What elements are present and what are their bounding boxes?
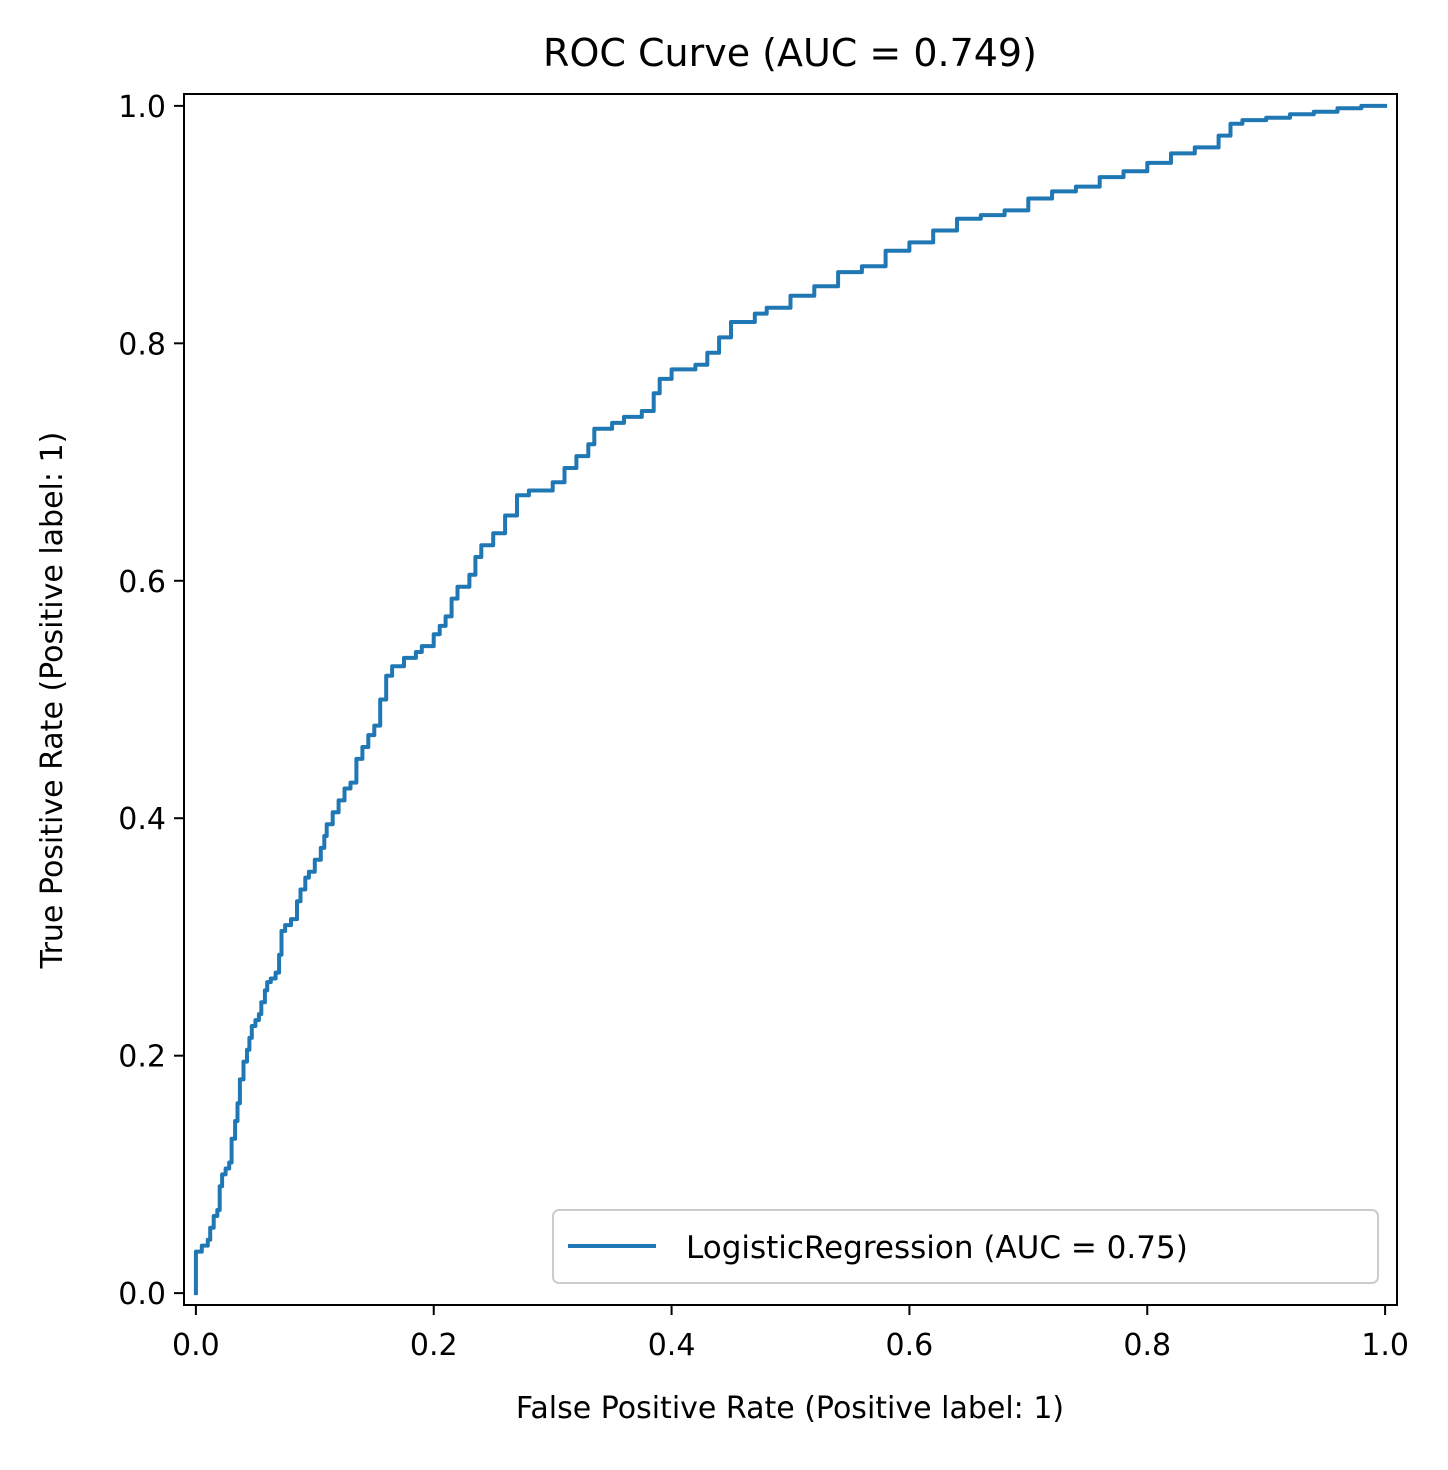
x-tick-label: 0.0 bbox=[172, 1328, 220, 1363]
legend-label: LogisticRegression (AUC = 0.75) bbox=[686, 1230, 1188, 1266]
x-tick-label: 0.6 bbox=[886, 1328, 934, 1363]
y-tick-label: 0.4 bbox=[118, 802, 166, 837]
y-tick-label: 0.8 bbox=[118, 327, 166, 362]
x-tick-label: 0.2 bbox=[410, 1328, 458, 1363]
y-axis-label: True Positive Rate (Positive label: 1) bbox=[35, 432, 70, 970]
y-axis-ticks: 0.0 0.2 0.4 0.6 0.8 1.0 bbox=[118, 90, 184, 1312]
roc-curve-line bbox=[193, 103, 1388, 1296]
x-tick-label: 0.8 bbox=[1123, 1328, 1171, 1363]
y-tick-label: 1.0 bbox=[118, 90, 166, 125]
y-tick-label: 0.6 bbox=[118, 565, 166, 600]
y-tick-label: 0.0 bbox=[118, 1277, 166, 1312]
x-tick-label: 1.0 bbox=[1361, 1328, 1409, 1363]
chart-title: ROC Curve (AUC = 0.749) bbox=[543, 31, 1037, 75]
legend: LogisticRegression (AUC = 0.75) bbox=[552, 1209, 1379, 1284]
legend-box bbox=[552, 1209, 1379, 1284]
y-tick-label: 0.2 bbox=[118, 1040, 166, 1075]
axes-frame bbox=[183, 93, 1398, 1306]
x-axis-ticks: 0.0 0.2 0.4 0.6 0.8 1.0 bbox=[172, 1305, 1409, 1363]
x-axis-label: False Positive Rate (Positive label: 1) bbox=[516, 1391, 1064, 1426]
x-tick-label: 0.4 bbox=[648, 1328, 696, 1363]
